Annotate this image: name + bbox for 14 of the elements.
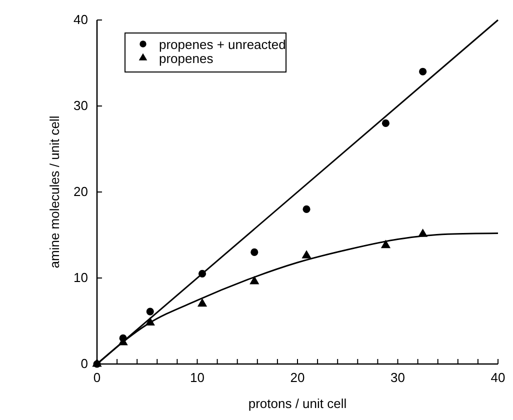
x-tick-label: 20 bbox=[290, 370, 305, 386]
y-tick-label: 40 bbox=[74, 12, 88, 28]
y-tick-label: 30 bbox=[74, 98, 88, 114]
x-tick-label: 40 bbox=[490, 370, 506, 386]
x-tick-label: 10 bbox=[190, 370, 204, 386]
y-tick-label: 20 bbox=[74, 184, 88, 200]
legend-label: propenes + unreacted bbox=[159, 37, 286, 52]
x-axis-title: protons / unit cell bbox=[248, 396, 347, 411]
x-tick-label: 30 bbox=[390, 370, 405, 386]
y-tick-label: 10 bbox=[74, 270, 88, 286]
y-axis-title: amine molecules / unit cell bbox=[47, 116, 62, 268]
y-tick-label: 0 bbox=[80, 356, 88, 372]
legend-label: propenes bbox=[159, 51, 214, 66]
x-tick-label: 0 bbox=[93, 370, 101, 386]
